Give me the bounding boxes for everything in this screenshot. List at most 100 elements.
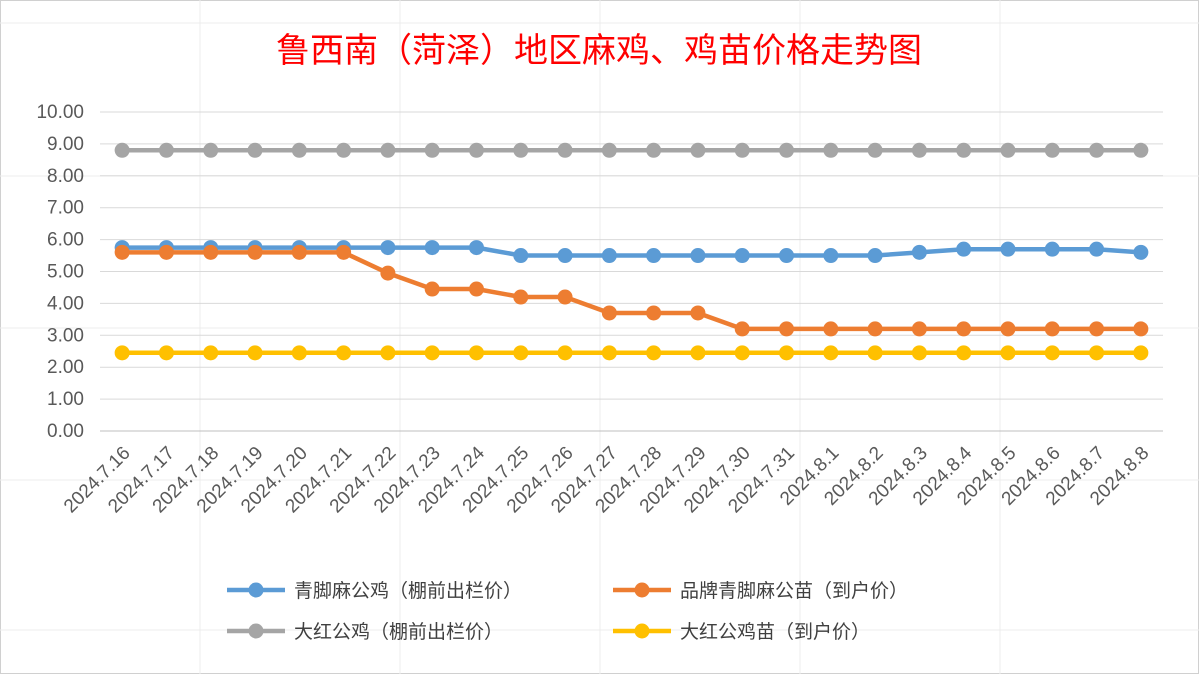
data-point xyxy=(911,244,927,260)
data-point xyxy=(1133,142,1149,158)
legend-item: 品牌青脚麻公苗（到户价） xyxy=(613,580,908,602)
data-point xyxy=(956,321,972,337)
data-point xyxy=(823,321,839,337)
data-point xyxy=(779,321,795,337)
data-point xyxy=(601,248,617,264)
data-point xyxy=(468,142,484,158)
data-point xyxy=(601,142,617,158)
series-2 xyxy=(114,244,1149,337)
data-point xyxy=(380,265,396,281)
legend-item: 大红公鸡苗（到户价） xyxy=(613,621,870,643)
series-group xyxy=(114,142,1149,361)
data-point xyxy=(291,244,307,260)
legend-item: 青脚麻公鸡（棚前出栏价） xyxy=(227,580,522,602)
legend-label: 大红公鸡苗（到户价） xyxy=(680,621,870,643)
data-point xyxy=(336,142,352,158)
data-point xyxy=(1089,345,1105,361)
data-point xyxy=(158,142,174,158)
series-4 xyxy=(114,345,1149,361)
data-point xyxy=(1044,142,1060,158)
data-point xyxy=(468,281,484,297)
y-tick-label: 10.00 xyxy=(36,102,84,123)
data-point xyxy=(513,289,529,305)
data-point xyxy=(203,244,219,260)
y-tick-label: 6.00 xyxy=(47,230,84,251)
data-point xyxy=(734,345,750,361)
data-point xyxy=(734,142,750,158)
legend-marker xyxy=(248,623,264,639)
data-point xyxy=(690,248,706,264)
data-point xyxy=(557,248,573,264)
data-point xyxy=(513,248,529,264)
data-point xyxy=(779,142,795,158)
data-point xyxy=(646,142,662,158)
data-point xyxy=(646,248,662,264)
data-point xyxy=(823,248,839,264)
chart-title: 鲁西南（菏泽）地区麻鸡、鸡苗价格走势图 xyxy=(276,31,922,71)
data-point xyxy=(867,345,883,361)
legend-label: 大红公鸡（棚前出栏价） xyxy=(294,621,503,643)
data-point xyxy=(247,345,263,361)
legend-label: 品牌青脚麻公苗（到户价） xyxy=(680,580,908,602)
y-tick-label: 5.00 xyxy=(47,262,84,283)
legend-marker xyxy=(634,623,650,639)
data-point xyxy=(779,248,795,264)
data-point xyxy=(911,345,927,361)
data-point xyxy=(867,142,883,158)
y-tick-label: 8.00 xyxy=(47,166,84,187)
data-point xyxy=(1133,321,1149,337)
data-point xyxy=(513,345,529,361)
legend-marker xyxy=(248,582,264,598)
data-point xyxy=(1044,345,1060,361)
data-point xyxy=(1000,345,1016,361)
data-point xyxy=(911,142,927,158)
data-point xyxy=(1089,142,1105,158)
data-point xyxy=(690,305,706,321)
data-point xyxy=(203,345,219,361)
data-point xyxy=(424,345,440,361)
data-point xyxy=(646,345,662,361)
data-point xyxy=(1133,345,1149,361)
data-point xyxy=(114,345,130,361)
data-point xyxy=(1044,321,1060,337)
data-point xyxy=(380,142,396,158)
data-point xyxy=(867,321,883,337)
data-point xyxy=(380,240,396,256)
series-line xyxy=(122,250,1141,332)
data-point xyxy=(734,321,750,337)
legend: 青脚麻公鸡（棚前出栏价） 品牌青脚麻公苗（到户价） 大红公鸡（棚前出栏价） 大红公鸡苗… xyxy=(227,580,908,643)
data-point xyxy=(424,240,440,256)
data-point xyxy=(158,345,174,361)
y-tick-label: 2.00 xyxy=(47,357,84,378)
y-tick-label: 4.00 xyxy=(47,293,84,314)
data-point xyxy=(690,142,706,158)
legend-marker xyxy=(634,582,650,598)
data-point xyxy=(203,142,219,158)
data-point xyxy=(911,321,927,337)
y-tick-label: 3.00 xyxy=(47,325,84,346)
data-point xyxy=(468,345,484,361)
data-point xyxy=(1000,142,1016,158)
data-point xyxy=(1000,241,1016,257)
data-point xyxy=(291,345,307,361)
data-point xyxy=(601,345,617,361)
data-point xyxy=(956,142,972,158)
data-point xyxy=(380,345,396,361)
data-point xyxy=(601,305,617,321)
legend-label: 青脚麻公鸡（棚前出栏价） xyxy=(294,580,522,602)
data-point xyxy=(1000,321,1016,337)
gridlines xyxy=(100,111,1163,432)
y-tick-label: 0.00 xyxy=(47,421,84,442)
data-point xyxy=(468,240,484,256)
data-point xyxy=(779,345,795,361)
data-point xyxy=(557,289,573,305)
data-point xyxy=(291,142,307,158)
data-point xyxy=(557,142,573,158)
data-point xyxy=(823,345,839,361)
y-axis: 0.00 1.00 2.00 3.00 4.00 5.00 6.00 7.00 8.00 9.00… xyxy=(36,102,84,442)
data-point xyxy=(1044,241,1060,257)
data-point xyxy=(557,345,573,361)
y-tick-label: 9.00 xyxy=(47,134,84,155)
data-point xyxy=(158,244,174,260)
